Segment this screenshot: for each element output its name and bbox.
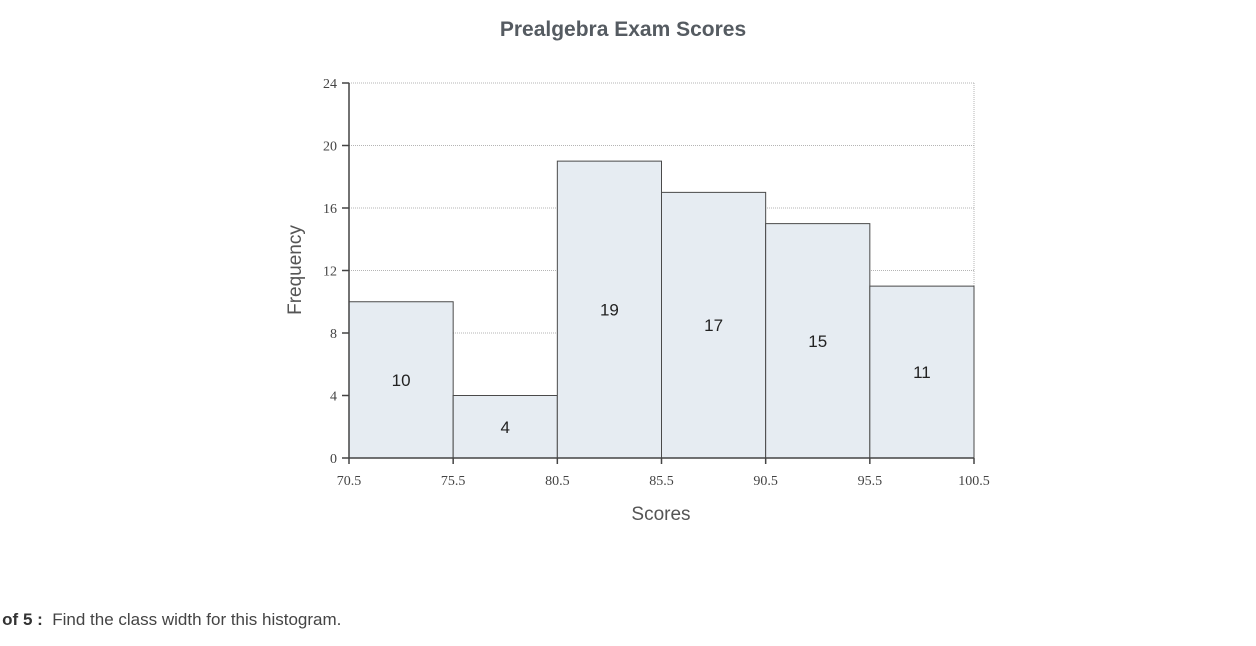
- question-number: 5 of 5 :: [0, 610, 43, 629]
- histogram-bar-2: [556, 160, 662, 459]
- x-tick-label-6: 100.5: [958, 474, 990, 489]
- chart-title: Prealgebra Exam Scores: [499, 18, 747, 41]
- question-text: Find the class width for this histogram.: [52, 610, 342, 629]
- bar-value-label-3: 17: [704, 316, 723, 335]
- x-tick-label-2: 80.5: [545, 474, 570, 489]
- y-tick-label-3: 12: [323, 265, 337, 280]
- x-tick-label-0: 70.5: [337, 474, 362, 489]
- bar-value-label-4: 15: [808, 332, 827, 351]
- y-tick-label-0: 0: [330, 452, 337, 467]
- bar-value-labels: 10 4 19 17 15 11: [392, 301, 931, 437]
- x-tick-label-1: 75.5: [441, 474, 466, 489]
- y-tick-label-6: 24: [323, 77, 337, 92]
- question-prompt: 5 of 5 : Find the class width for this h…: [0, 610, 341, 630]
- histogram-bar-1: [452, 395, 558, 459]
- bar-value-label-1: 4: [501, 418, 510, 437]
- y-axis-title: Frequency: [285, 225, 306, 315]
- x-tick-label-4: 90.5: [753, 474, 778, 489]
- y-tick-label-5: 20: [323, 140, 337, 155]
- y-tick-label-2: 8: [330, 327, 337, 342]
- axes: 0 4 8 12 16 20 24 70.5 75.5 80.5 85.5 90.5 95.5 100.5: [323, 77, 990, 489]
- bar-value-label-2: 19: [600, 301, 619, 320]
- y-tick-label-1: 4: [330, 390, 337, 405]
- bar-value-label-5: 11: [913, 363, 931, 382]
- histogram-bar-3: [661, 191, 767, 459]
- x-axis-title: Scores: [631, 504, 690, 525]
- histogram-bar-5: [869, 285, 975, 459]
- histogram-bar-4: [765, 223, 871, 459]
- x-tick-label-3: 85.5: [649, 474, 674, 489]
- x-tick-label-5: 95.5: [858, 474, 883, 489]
- bar-value-label-0: 10: [392, 371, 411, 390]
- bars: [348, 160, 975, 459]
- histogram-chart: 0 4 8 12 16 20 24 70.5 75.5 80.5 85.5 90.5 95.5 100.5…: [285, 77, 990, 525]
- y-tick-label-4: 16: [323, 202, 337, 217]
